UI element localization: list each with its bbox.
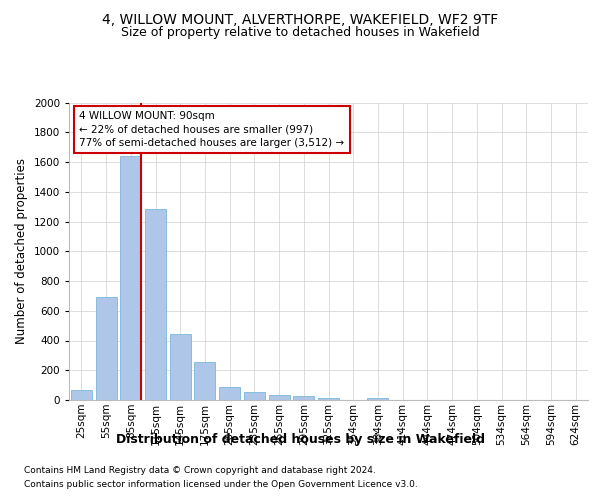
Bar: [367, 398, 388, 400]
Bar: [219, 386, 240, 400]
Bar: [71, 390, 92, 400]
Text: Contains HM Land Registry data © Crown copyright and database right 2024.: Contains HM Land Registry data © Crown c…: [24, 466, 376, 475]
Text: Distribution of detached houses by size in Wakefield: Distribution of detached houses by size …: [115, 432, 485, 446]
Text: 4, WILLOW MOUNT, ALVERTHORPE, WAKEFIELD, WF2 9TF: 4, WILLOW MOUNT, ALVERTHORPE, WAKEFIELD,…: [102, 12, 498, 26]
Bar: [95, 298, 116, 400]
Bar: [120, 156, 141, 400]
Bar: [269, 395, 290, 400]
Bar: [170, 334, 191, 400]
Bar: [244, 392, 265, 400]
Y-axis label: Number of detached properties: Number of detached properties: [15, 158, 28, 344]
Bar: [194, 362, 215, 400]
Text: Size of property relative to detached houses in Wakefield: Size of property relative to detached ho…: [121, 26, 479, 39]
Text: Contains public sector information licensed under the Open Government Licence v3: Contains public sector information licen…: [24, 480, 418, 489]
Bar: [318, 398, 339, 400]
Text: 4 WILLOW MOUNT: 90sqm
← 22% of detached houses are smaller (997)
77% of semi-det: 4 WILLOW MOUNT: 90sqm ← 22% of detached …: [79, 112, 344, 148]
Bar: [145, 209, 166, 400]
Bar: [293, 396, 314, 400]
